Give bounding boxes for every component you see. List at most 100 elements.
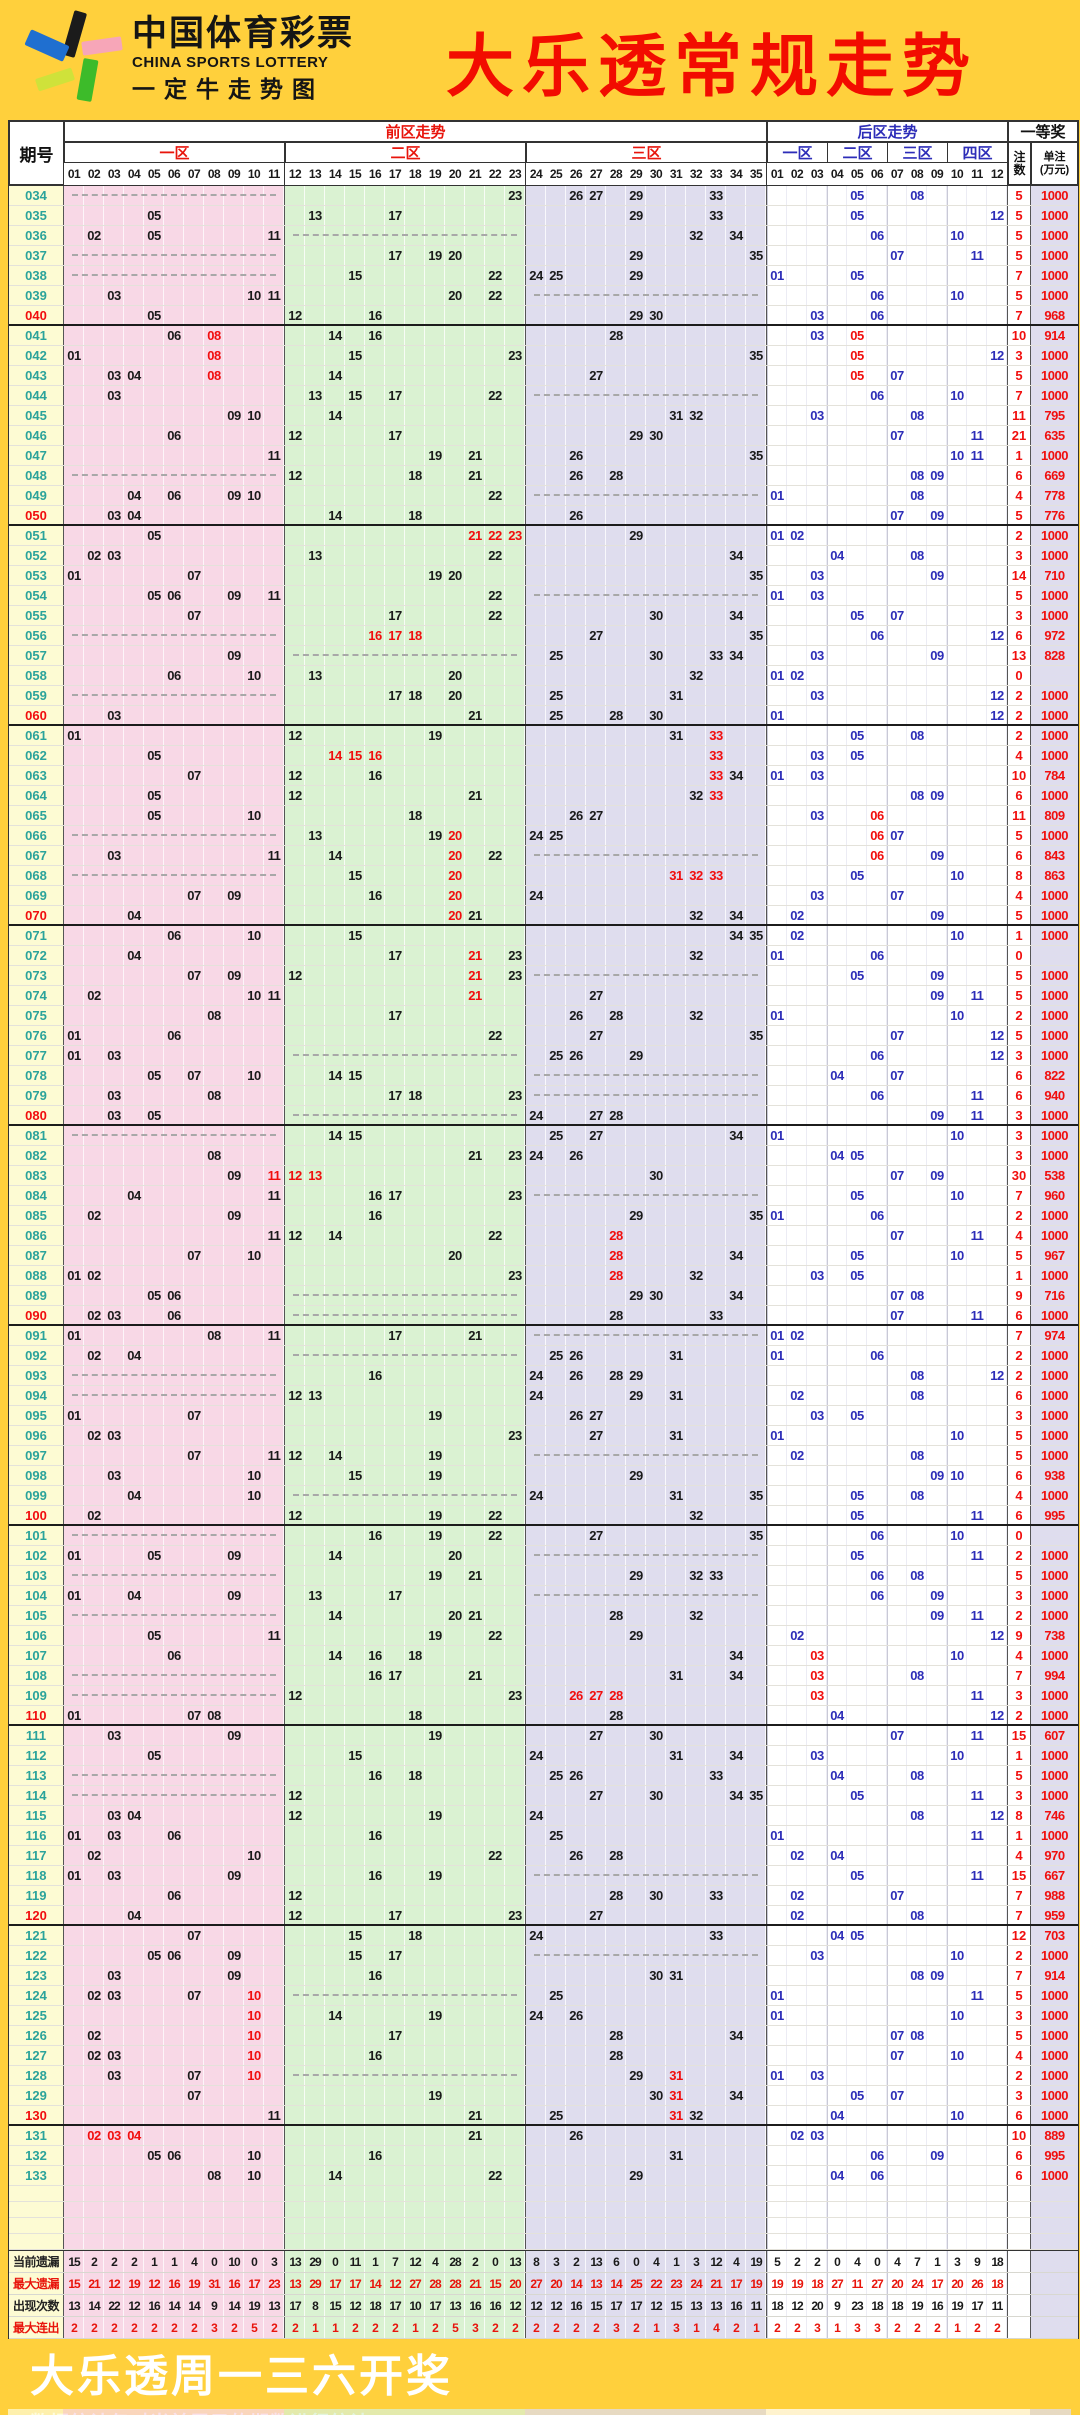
prize-per-bet-cell: 1000: [1031, 1046, 1078, 1065]
front-drawn-number: 04: [127, 1348, 141, 1363]
front-drawn-number: 10: [247, 2068, 261, 2083]
front-drawn-number: 22: [488, 848, 502, 863]
bet-count-cell: 5: [1008, 966, 1031, 985]
front-drawn-number: 17: [388, 608, 402, 623]
period-cell: 034: [9, 186, 64, 205]
prize-per-bet-cell: 1000: [1031, 286, 1078, 305]
back-zone-cells: 01 03: [767, 586, 1008, 605]
stat-value: 4: [713, 2320, 720, 2335]
table-row: 102 01 05 09 14 20 05 11 2 1000: [9, 1546, 1078, 1566]
table-row: 132 05 06 10 16 31 06 09 6 995: [9, 2146, 1078, 2166]
front-zone-cells: 02 03: [64, 1426, 285, 1445]
front-drawn-number: 10: [247, 488, 261, 503]
back-zone-cells: 09 11: [767, 1106, 1008, 1124]
bet-count-cell: 4: [1008, 1226, 1031, 1245]
front-zone-cells: 28 33: [526, 1306, 767, 1324]
back-drawn-number: 06: [870, 307, 884, 323]
front-zone-cells: 12 12 16 15 17 17 12 15 13 13 16 11: [526, 2295, 767, 2316]
back-drawn-number: 01: [770, 668, 784, 683]
prize-per-bet-cell: 607: [1031, 1726, 1078, 1745]
period-cell: 056: [9, 626, 64, 645]
front-zone-cells: 26 27 28: [526, 1686, 767, 1705]
stat-value: 12: [550, 2298, 562, 2313]
front-zone-cells: 27 30 34 35: [526, 1786, 767, 1805]
back-drawn-number: 05: [850, 1488, 864, 1503]
table-row: 124 02 03 07 10 25 01 11 5 1000: [9, 1986, 1078, 2006]
period-cell: 104: [9, 1586, 64, 1605]
back-drawn-number: 08: [910, 408, 924, 423]
stat-value: 9: [834, 2298, 841, 2313]
period-cell: 053: [9, 566, 64, 585]
bet-count-cell: 0: [1008, 1526, 1031, 1545]
back-drawn-number: 05: [850, 1188, 864, 1203]
front-column-number: 12: [288, 167, 302, 181]
prize-per-bet-cell: 703: [1031, 1926, 1078, 1945]
prize-per-bet-cell: 635: [1031, 426, 1078, 445]
prize-per-bet-cell: 988: [1031, 1886, 1078, 1905]
stats-label: 最大遗漏: [9, 2273, 64, 2294]
front-drawn-number: 16: [368, 2148, 382, 2163]
back-zone-cells: 05 11: [767, 1546, 1008, 1565]
back-drawn-number: 01: [770, 588, 784, 603]
prize-per-bet-cell: 1000: [1031, 606, 1078, 625]
stat-value: 26: [971, 2276, 983, 2291]
front-drawn-number: 03: [107, 1968, 121, 1983]
stat-value: 2: [171, 2320, 178, 2335]
prize-per-bet-cell: 967: [1031, 1246, 1078, 1265]
front-zone-cells: 28: [526, 2046, 767, 2065]
stat-value: 18: [991, 2254, 1003, 2269]
front-drawn-number: 16: [368, 1528, 382, 1543]
front-drawn-number: 06: [167, 588, 181, 603]
front-zone-cells: 15 21 12 19 12 16 19 31 16 17 23: [64, 2273, 285, 2294]
back-drawn-number: 01: [770, 528, 784, 543]
bet-count-cell: 2: [1008, 726, 1031, 745]
back-drawn-number: 06: [870, 1528, 884, 1543]
back-drawn-number: 01: [770, 1828, 784, 1843]
front-drawn-number: 22: [488, 268, 502, 283]
back-drawn-number: 09: [930, 648, 944, 663]
front-zone-cells: 12 17 23: [285, 1906, 526, 1924]
stat-value: 2: [111, 2254, 118, 2269]
back-drawn-number: 05: [850, 268, 864, 283]
back-zone-cells: 07 11: [767, 1306, 1008, 1324]
front-zone-cells: 01 03: [64, 1046, 285, 1065]
front-zone-cells: 16 17 18: [285, 626, 526, 645]
bet-count-header-char: 数: [1013, 162, 1026, 177]
period-cell: 069: [9, 886, 64, 905]
stat-value: 28: [429, 2276, 441, 2291]
bet-count-cell: 5: [1008, 366, 1031, 385]
front-zone-cells: 20 22: [285, 286, 526, 305]
back-zone-group-header: 后区走势: [767, 121, 1008, 142]
table-header: 期号 前区走势 后区走势 一等奖 一区 二区 三区 一区 二区 三区 四区注数单注 (万元) 01 02 0…: [9, 120, 1078, 186]
back-zone-cells: 01 08: [767, 486, 1008, 505]
back-drawn-number: 12: [990, 208, 1004, 223]
front-drawn-number: 34: [729, 548, 743, 563]
front-zone-cells: 12 21 23: [285, 966, 526, 985]
front-zone-cells: [64, 2218, 285, 2233]
stat-value: 19: [951, 2298, 963, 2313]
empty-zone-dash-line: [293, 1054, 517, 1056]
front-drawn-number: 10: [247, 1848, 261, 1863]
front-zone-cells: 11: [64, 446, 285, 465]
front-zone-cells: 25 31: [526, 686, 767, 705]
front-zone-cells: 34 35: [526, 926, 767, 945]
front-drawn-number: 09: [227, 488, 241, 503]
front-drawn-number: 15: [348, 1128, 362, 1143]
front-zone-cells: 34: [526, 546, 767, 565]
prize-per-bet-cell: 822: [1031, 1066, 1078, 1085]
front-drawn-number: 19: [428, 1448, 442, 1463]
front-zone-cells: 05 07 10: [64, 1066, 285, 1085]
table-row: 053 01 07 19 20 35 03 09 14 710: [9, 566, 1078, 586]
front-drawn-number: 14: [328, 1228, 342, 1243]
front-drawn-number: 17: [388, 1088, 402, 1103]
prize-per-bet-cell: 1000: [1031, 1706, 1078, 1724]
table-row: 078 05 07 10 14 15 04 07 6 822: [9, 1066, 1078, 1086]
front-zone-cells: 28 32: [526, 1606, 767, 1625]
front-zone-cells: 27 35: [526, 1526, 767, 1545]
stat-value: 16: [931, 2298, 943, 2313]
table-row: 045 09 10 14 31 32 03 08 11 795: [9, 406, 1078, 426]
front-zone-cells: 25 31 32: [526, 2106, 767, 2124]
back-zone-cells: 07 11: [767, 1726, 1008, 1745]
stat-value: 1: [753, 2320, 760, 2335]
front-drawn-number: 15: [348, 1468, 362, 1483]
